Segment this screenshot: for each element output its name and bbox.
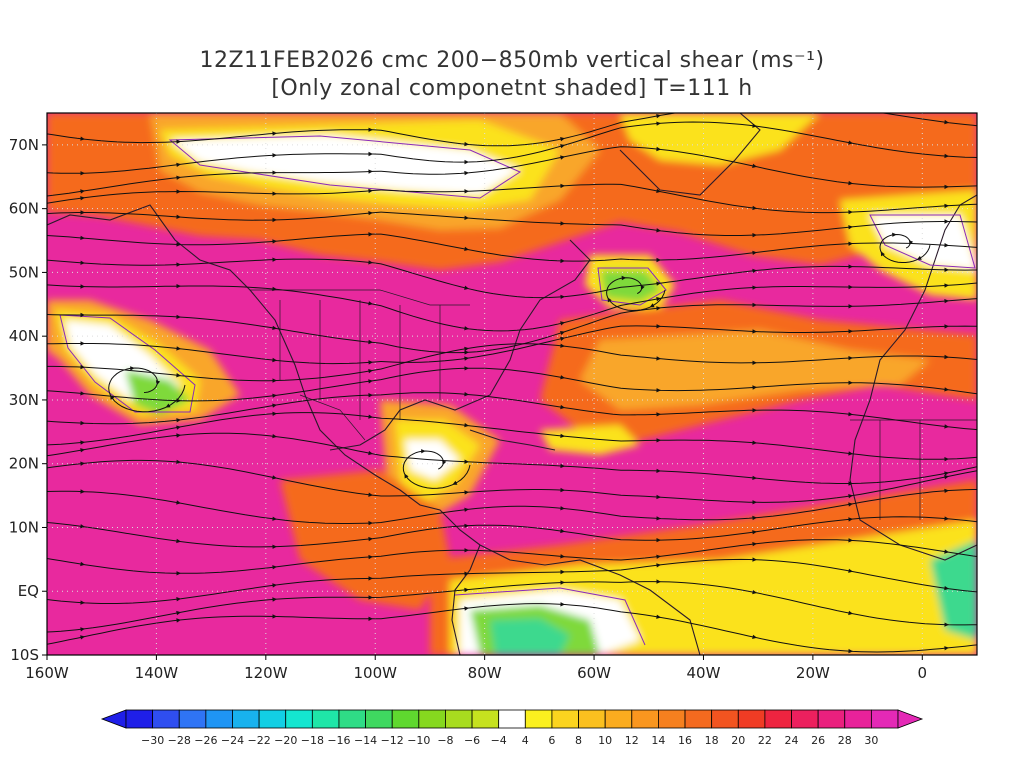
colorbar-swatch bbox=[792, 710, 819, 728]
colorbar-swatch bbox=[658, 710, 685, 728]
colorbar-swatch bbox=[738, 710, 765, 728]
colorbar-swatch bbox=[605, 710, 632, 728]
colorbar-label: 18 bbox=[705, 734, 719, 747]
lon-tick-label: 40W bbox=[687, 664, 721, 682]
colorbar-min-arrow bbox=[102, 710, 126, 728]
lat-tick-label: 40N bbox=[9, 327, 39, 345]
lat-tick-label: 50N bbox=[9, 263, 39, 281]
lat-tick-label: 60N bbox=[9, 200, 39, 218]
colorbar-swatch bbox=[126, 710, 153, 728]
colorbar-label: 30 bbox=[864, 734, 878, 747]
lon-tick-label: 120W bbox=[244, 664, 288, 682]
streamline-arrow bbox=[752, 102, 757, 106]
colorbar-label: −16 bbox=[327, 734, 350, 747]
colorbar-label: 16 bbox=[678, 734, 692, 747]
colorbar-label: 4 bbox=[522, 734, 529, 747]
colorbar-label: −24 bbox=[221, 734, 244, 747]
colorbar-max-arrow bbox=[898, 710, 922, 728]
lat-tick-label: 70N bbox=[9, 136, 39, 154]
lat-tick-label: EQ bbox=[18, 582, 39, 600]
lat-tick-label: 10S bbox=[10, 646, 39, 664]
colorbar-label: −10 bbox=[407, 734, 430, 747]
colorbar-swatch bbox=[419, 710, 446, 728]
colorbar-label: 20 bbox=[731, 734, 745, 747]
colorbar-swatch bbox=[472, 710, 499, 728]
colorbar-swatch bbox=[845, 710, 872, 728]
colorbar-label: 28 bbox=[838, 734, 852, 747]
lon-tick-label: 60W bbox=[577, 664, 611, 682]
colorbar-swatch bbox=[499, 710, 526, 728]
colorbar-swatch bbox=[312, 710, 339, 728]
lon-tick-label: 0 bbox=[918, 664, 928, 682]
colorbar-swatch bbox=[206, 710, 233, 728]
colorbar-swatch bbox=[445, 710, 472, 728]
colorbar-label: −20 bbox=[274, 734, 297, 747]
lon-tick-label: 160W bbox=[25, 664, 69, 682]
colorbar-swatch bbox=[339, 710, 366, 728]
colorbar: −30 −28 −26 −24 −22 −20 −18 −16 −14 −12 −10 −8 −6 −4 4… bbox=[102, 710, 922, 747]
lat-tick-label: 30N bbox=[9, 391, 39, 409]
colorbar-label: 10 bbox=[598, 734, 612, 747]
colorbar-label: −18 bbox=[301, 734, 324, 747]
colorbar-label: −4 bbox=[491, 734, 507, 747]
colorbar-label: −12 bbox=[381, 734, 404, 747]
colorbar-label: −8 bbox=[437, 734, 453, 747]
colorbar-swatch bbox=[871, 710, 898, 728]
colorbar-label: 12 bbox=[625, 734, 639, 747]
colorbar-label: 26 bbox=[811, 734, 825, 747]
lon-tick-label: 20W bbox=[796, 664, 830, 682]
colorbar-label: −6 bbox=[464, 734, 480, 747]
colorbar-label: 22 bbox=[758, 734, 772, 747]
colorbar-swatch bbox=[765, 710, 792, 728]
colorbar-swatch bbox=[552, 710, 579, 728]
colorbar-swatch bbox=[366, 710, 393, 728]
colorbar-swatch bbox=[632, 710, 659, 728]
colorbar-swatch bbox=[392, 710, 419, 728]
colorbar-label: −14 bbox=[354, 734, 377, 747]
colorbar-swatch bbox=[232, 710, 259, 728]
colorbar-swatch bbox=[525, 710, 552, 728]
colorbar-label: 24 bbox=[785, 734, 799, 747]
streamline-arrow bbox=[848, 106, 853, 110]
colorbar-swatch bbox=[685, 710, 712, 728]
colorbar-label: −26 bbox=[194, 734, 217, 747]
colorbar-label: 14 bbox=[651, 734, 665, 747]
colorbar-swatch bbox=[179, 710, 206, 728]
colorbar-label: 8 bbox=[575, 734, 582, 747]
lat-tick-label: 20N bbox=[9, 455, 39, 473]
colorbar-label: −22 bbox=[247, 734, 270, 747]
colorbar-swatch bbox=[712, 710, 739, 728]
colorbar-swatch bbox=[286, 710, 313, 728]
colorbar-swatch bbox=[259, 710, 286, 728]
colorbar-label: −28 bbox=[168, 734, 191, 747]
colorbar-swatch bbox=[818, 710, 845, 728]
colorbar-label: 6 bbox=[548, 734, 555, 747]
lon-tick-label: 80W bbox=[468, 664, 502, 682]
lat-tick-label: 10N bbox=[9, 518, 39, 536]
lon-tick-label: 140W bbox=[135, 664, 179, 682]
colorbar-label: −30 bbox=[141, 734, 164, 747]
lon-tick-label: 100W bbox=[354, 664, 398, 682]
colorbar-swatch bbox=[153, 710, 180, 728]
colorbar-swatch bbox=[579, 710, 606, 728]
